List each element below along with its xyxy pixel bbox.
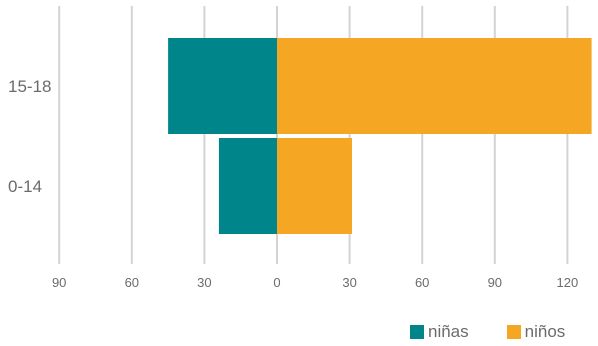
bar-ninos-15-18: [277, 38, 592, 134]
x-tick-label-2: 30: [197, 275, 211, 290]
x-tick-label-1: 60: [125, 275, 139, 290]
legend-item-ninos: niños: [506, 322, 566, 342]
legend-item-ninas: niñas: [410, 322, 469, 342]
x-tick-label-5: 60: [415, 275, 429, 290]
category-label-0-14: 0-14: [8, 177, 42, 196]
x-tick-label-6: 90: [488, 275, 502, 290]
legend-swatch-ninos: [506, 325, 521, 339]
category-label-15-18: 15-18: [8, 77, 51, 96]
x-tick-label-7: 120: [557, 275, 579, 290]
legend-label-ninos: niños: [524, 322, 566, 341]
bar-ninas-0-14: [218, 138, 277, 234]
legend-label-ninas: niñas: [428, 322, 469, 341]
legend-swatch-ninas: [410, 325, 424, 339]
x-tick-label-0: 90: [52, 275, 66, 290]
chart-legend: niñas niños: [410, 322, 565, 342]
x-tick-label-3: 0: [273, 275, 280, 290]
bar-ninas-15-18: [168, 38, 277, 134]
x-tick-label-4: 30: [342, 275, 356, 290]
bar-ninos-0-14: [277, 138, 353, 234]
